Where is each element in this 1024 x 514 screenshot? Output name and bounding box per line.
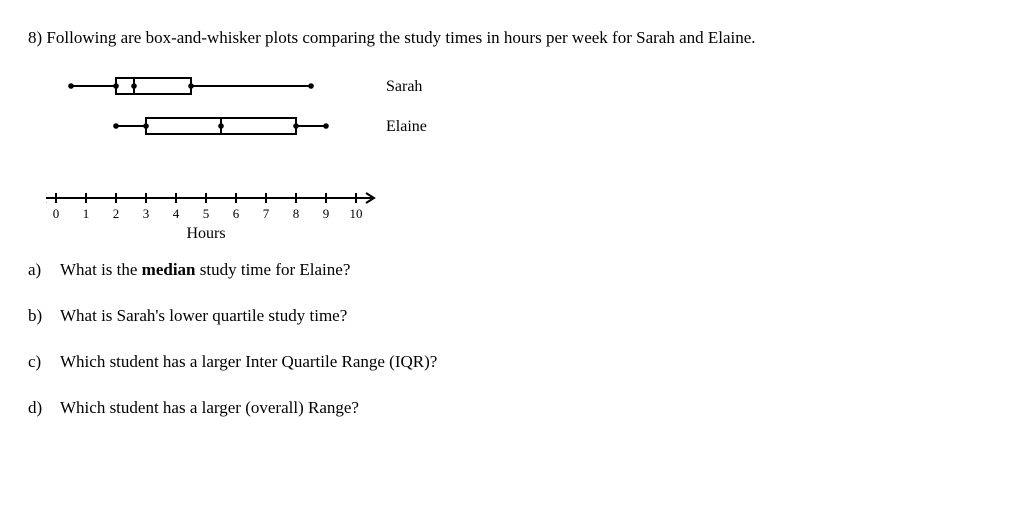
problem-number: 8) (28, 28, 42, 47)
axis-tick-label: 9 (323, 206, 330, 221)
boxplot-svg: Sarah Elaine 0 1 2 3 4 5 6 7 8 9 10 Hours (46, 68, 466, 238)
question-text: What is the median study time for Elaine… (60, 260, 996, 280)
series-label: Sarah (386, 78, 422, 95)
question-row: b)What is Sarah's lower quartile study t… (28, 306, 996, 326)
question-letter: d) (28, 398, 60, 418)
question-letter: c) (28, 352, 60, 372)
axis-tick-label: 7 (263, 206, 270, 221)
boxplot-figure: Sarah Elaine 0 1 2 3 4 5 6 7 8 9 10 Hours (46, 68, 466, 238)
question-list: a)What is the median study time for Elai… (28, 260, 996, 418)
axis-tick-label: 4 (173, 206, 180, 221)
question-letter: a) (28, 260, 60, 280)
problem-title: 8) Following are box-and-whisker plots c… (28, 28, 996, 48)
question-row: c)Which student has a larger Inter Quart… (28, 352, 996, 372)
axis-tick-label: 10 (350, 206, 363, 221)
axis-tick-label: 2 (113, 206, 120, 221)
question-row: d)Which student has a larger (overall) R… (28, 398, 996, 418)
problem-text: Following are box-and-whisker plots comp… (46, 28, 755, 47)
axis-tick-label: 8 (293, 206, 300, 221)
question-text: Which student has a larger (overall) Ran… (60, 398, 996, 418)
question-text: Which student has a larger Inter Quartil… (60, 352, 996, 372)
axis-tick-label: 5 (203, 206, 210, 221)
axis-title: Hours (186, 225, 225, 238)
question-row: a)What is the median study time for Elai… (28, 260, 996, 280)
axis-tick-label: 1 (83, 206, 90, 221)
axis-tick-label: 6 (233, 206, 240, 221)
axis-tick-label: 3 (143, 206, 150, 221)
series-label: Elaine (386, 118, 427, 135)
question-letter: b) (28, 306, 60, 326)
axis-tick-label: 0 (53, 206, 60, 221)
question-text: What is Sarah's lower quartile study tim… (60, 306, 996, 326)
